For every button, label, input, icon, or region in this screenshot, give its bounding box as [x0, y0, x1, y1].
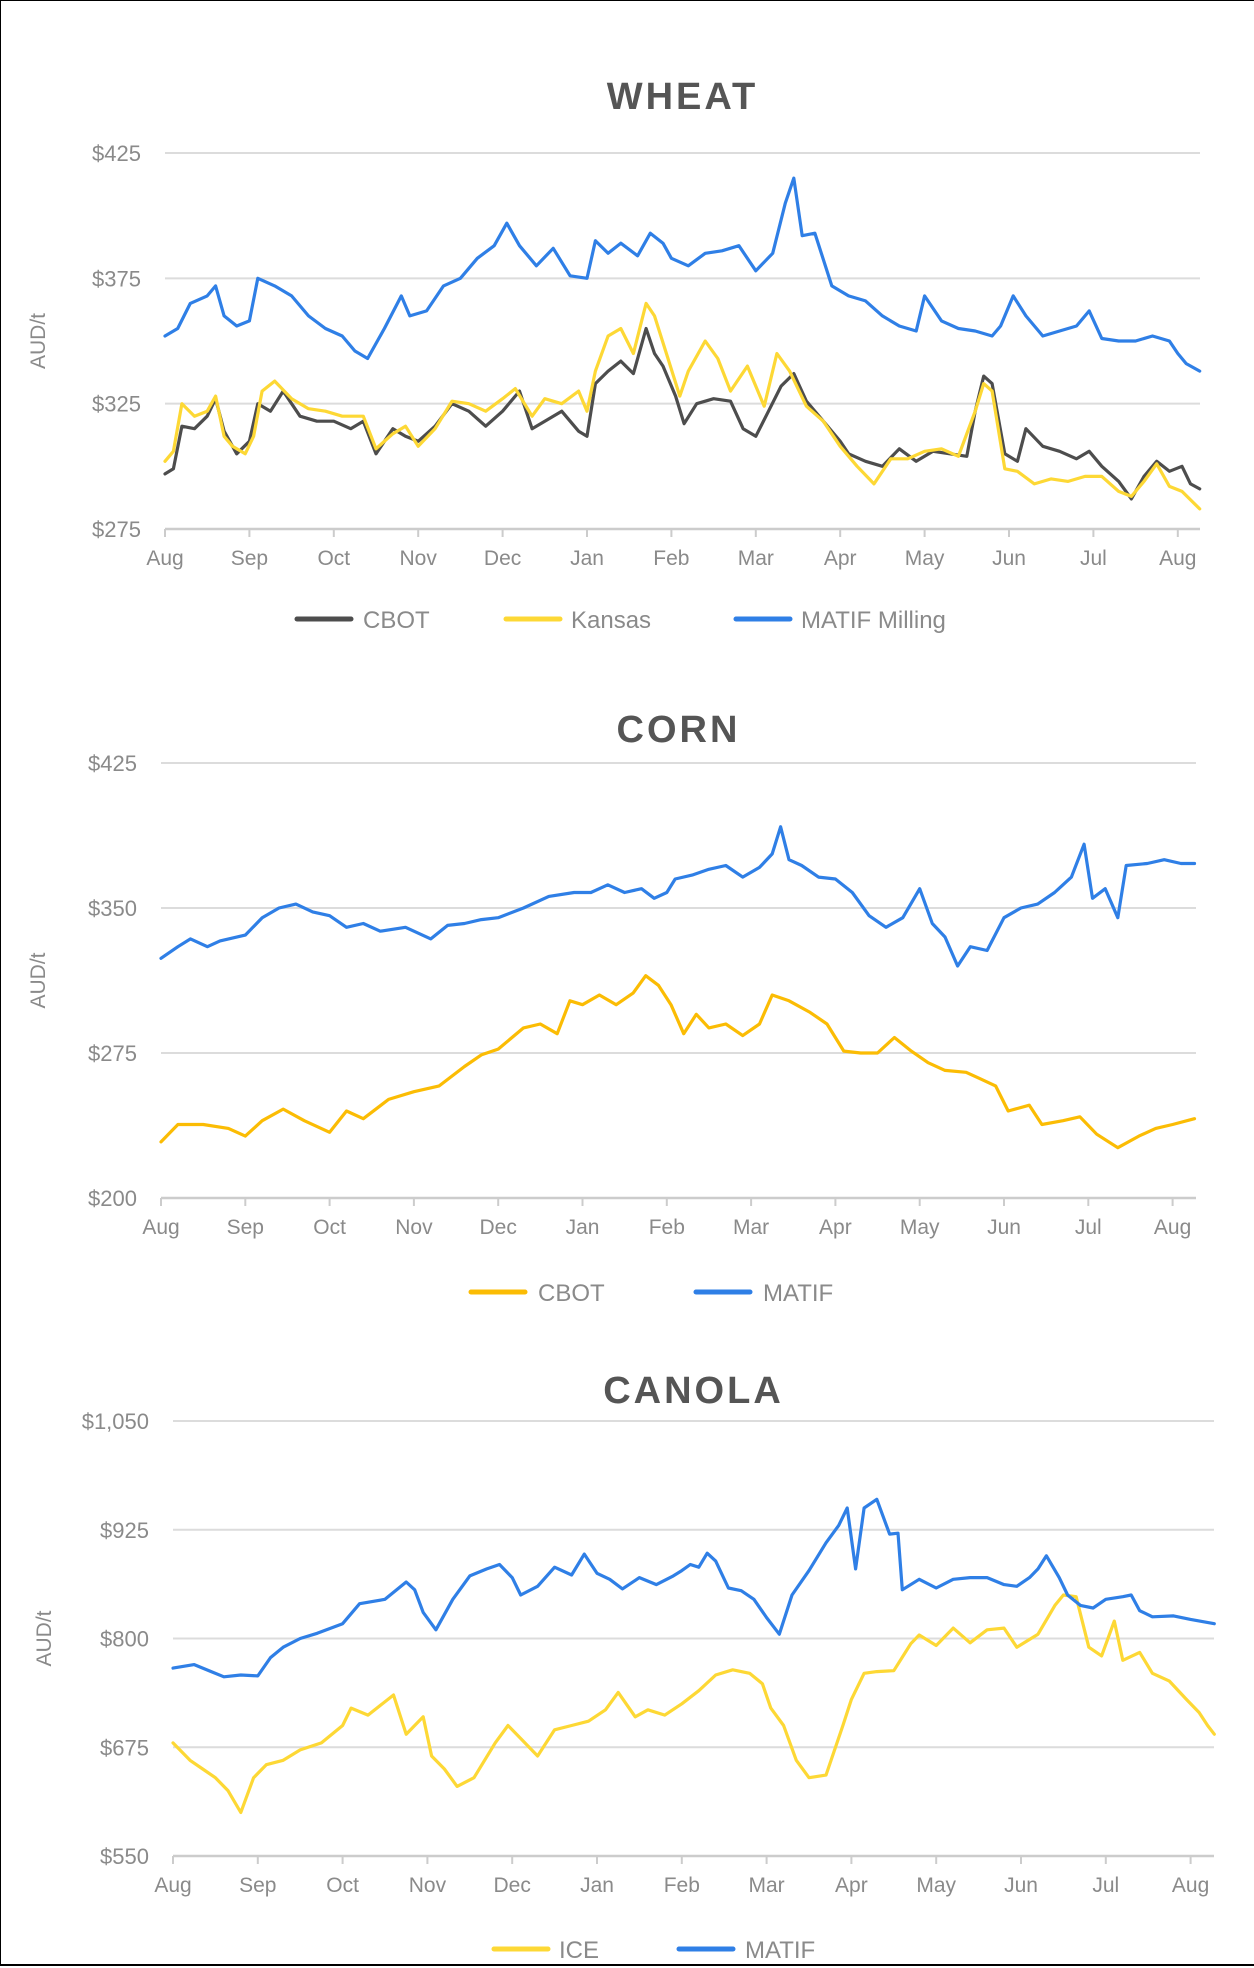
- x-tick-label: Aug: [142, 1216, 179, 1239]
- x-tick-label: Nov: [400, 547, 438, 570]
- x-tick-label: Sep: [227, 1216, 264, 1239]
- x-tick-label: Jun: [987, 1216, 1021, 1239]
- x-tick-label: Dec: [480, 1216, 517, 1239]
- legend-item-cbot[interactable]: CBOT: [468, 1280, 605, 1307]
- x-tick-label: Feb: [653, 547, 689, 570]
- legend-label: CBOT: [363, 607, 430, 634]
- x-tick-label: Apr: [835, 1874, 868, 1897]
- canola-chart-title: CANOLA: [603, 1370, 784, 1412]
- x-tick-label: Jan: [580, 1874, 614, 1897]
- x-tick-label: Jun: [1004, 1874, 1038, 1897]
- x-tick-label: Apr: [824, 547, 857, 570]
- legend-label: ICE: [559, 1937, 599, 1964]
- y-tick-label: $275: [88, 1041, 137, 1066]
- x-tick-label: May: [905, 547, 945, 570]
- series-line-matif: [171, 1497, 1216, 1679]
- y-tick-label: $675: [100, 1735, 149, 1760]
- x-tick-label: Dec: [494, 1874, 531, 1897]
- legend-label: CBOT: [538, 1280, 605, 1307]
- y-tick-label: $1,050: [82, 1409, 149, 1434]
- series-line-matif-milling: [163, 176, 1202, 373]
- x-tick-label: Mar: [738, 547, 774, 570]
- x-tick-label: Aug: [154, 1874, 191, 1897]
- wheat-chart: WHEAT $425 $375 $325 $275 AUD/t Aug Sep Oct Nov De…: [27, 76, 1202, 634]
- series-line-cbot: [159, 974, 1197, 1150]
- x-tick-label: Jul: [1092, 1874, 1119, 1897]
- legend-label: Kansas: [571, 607, 651, 634]
- x-tick-label: Aug: [146, 547, 183, 570]
- y-axis-title: AUD/t: [33, 1610, 56, 1666]
- x-tick-label: Jan: [566, 1216, 600, 1239]
- y-tick-label: $325: [92, 392, 141, 417]
- y-tick-label: $550: [100, 1844, 149, 1869]
- x-tick-label: Jul: [1080, 547, 1107, 570]
- corn-chart: CORN $425 $350 $275 $200 AUD/t Aug Sep Oct Nov Dec…: [27, 709, 1197, 1307]
- y-tick-label: $425: [92, 141, 141, 166]
- legend-item-matif[interactable]: MATIF: [676, 1937, 815, 1964]
- y-tick-label: $375: [92, 266, 141, 291]
- y-tick-label: $800: [100, 1627, 149, 1652]
- x-tick-label: Jun: [992, 547, 1026, 570]
- legend-item-cbot[interactable]: CBOT: [294, 607, 430, 634]
- legend-item-matif[interactable]: MATIF: [693, 1280, 833, 1307]
- corn-chart-title: CORN: [617, 709, 741, 751]
- x-tick-label: Nov: [395, 1216, 433, 1239]
- y-tick-label: $425: [88, 751, 137, 776]
- x-tick-label: Oct: [317, 547, 350, 570]
- wheat-chart-title: WHEAT: [607, 76, 759, 118]
- y-tick-label: $275: [92, 517, 141, 542]
- x-tick-label: Jul: [1075, 1216, 1102, 1239]
- x-tick-label: Apr: [819, 1216, 852, 1239]
- y-tick-label: $350: [88, 896, 137, 921]
- y-axis-title: AUD/t: [27, 952, 50, 1008]
- y-axis-title: AUD/t: [27, 313, 50, 369]
- legend-label: MATIF Milling: [801, 607, 946, 634]
- legend-label: MATIF: [763, 1280, 833, 1307]
- x-tick-label: Mar: [733, 1216, 769, 1239]
- legend-item-ice[interactable]: ICE: [491, 1937, 599, 1964]
- x-tick-label: May: [900, 1216, 940, 1239]
- x-tick-label: Dec: [484, 547, 521, 570]
- x-tick-label: Sep: [239, 1874, 276, 1897]
- x-tick-label: Nov: [409, 1874, 447, 1897]
- x-tick-label: Feb: [649, 1216, 685, 1239]
- series-line-kansas: [163, 301, 1202, 511]
- x-tick-label: Oct: [313, 1216, 346, 1239]
- x-tick-label: Sep: [231, 547, 268, 570]
- y-tick-label: $200: [88, 1186, 137, 1211]
- x-tick-label: Feb: [664, 1874, 700, 1897]
- canola-chart: CANOLA $1,050 $925 $800 $675 $550 AUD/t Aug Sep O…: [33, 1370, 1216, 1964]
- x-tick-label: Aug: [1172, 1874, 1209, 1897]
- x-tick-label: Mar: [749, 1874, 785, 1897]
- x-tick-label: Jan: [570, 547, 604, 570]
- legend-item-kansas[interactable]: Kansas: [503, 607, 651, 634]
- x-tick-label: Oct: [326, 1874, 359, 1897]
- series-line-ice: [171, 1593, 1216, 1815]
- x-tick-label: May: [916, 1874, 956, 1897]
- series-line-cbot: [163, 326, 1202, 501]
- legend-label: MATIF: [745, 1937, 815, 1964]
- series-line-matif: [159, 825, 1197, 968]
- x-tick-label: Aug: [1154, 1216, 1191, 1239]
- x-tick-label: Aug: [1159, 547, 1196, 570]
- y-tick-label: $925: [100, 1518, 149, 1543]
- legend-item-matif-milling[interactable]: MATIF Milling: [733, 607, 946, 634]
